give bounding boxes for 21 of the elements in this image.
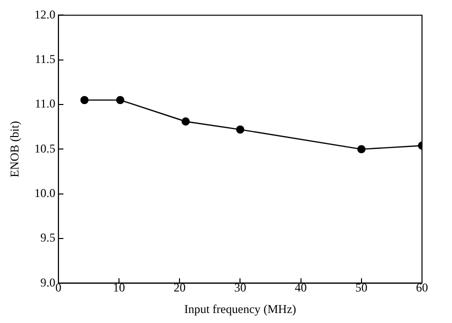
point xyxy=(182,117,190,126)
x-tick-label: 10 xyxy=(113,280,125,295)
point xyxy=(236,125,244,134)
x-tick-label: 0 xyxy=(55,280,62,295)
x-tick-label: 40 xyxy=(294,280,307,295)
x-tick-label: 50 xyxy=(355,280,368,295)
x-tick-label: 20 xyxy=(174,280,186,295)
y-tick-label: 10.5 xyxy=(34,141,56,156)
y-axis-title: ENOB (bit) xyxy=(7,121,22,178)
x-axis-title: Input frequency (MHz) xyxy=(184,302,296,316)
x-tick-label: 30 xyxy=(234,280,246,295)
y-tick-label: 12.0 xyxy=(34,7,56,22)
y-tick-label: 11.0 xyxy=(34,96,56,111)
point xyxy=(80,96,89,104)
y-tick-label: 9.5 xyxy=(40,230,56,245)
point xyxy=(357,145,366,154)
y-tick-label: 10.0 xyxy=(34,186,56,200)
y-tick-label: 11.5 xyxy=(34,52,56,66)
x-tick-label: 60 xyxy=(416,280,428,295)
point xyxy=(116,96,124,104)
y-tick-label: 9.0 xyxy=(40,275,56,290)
